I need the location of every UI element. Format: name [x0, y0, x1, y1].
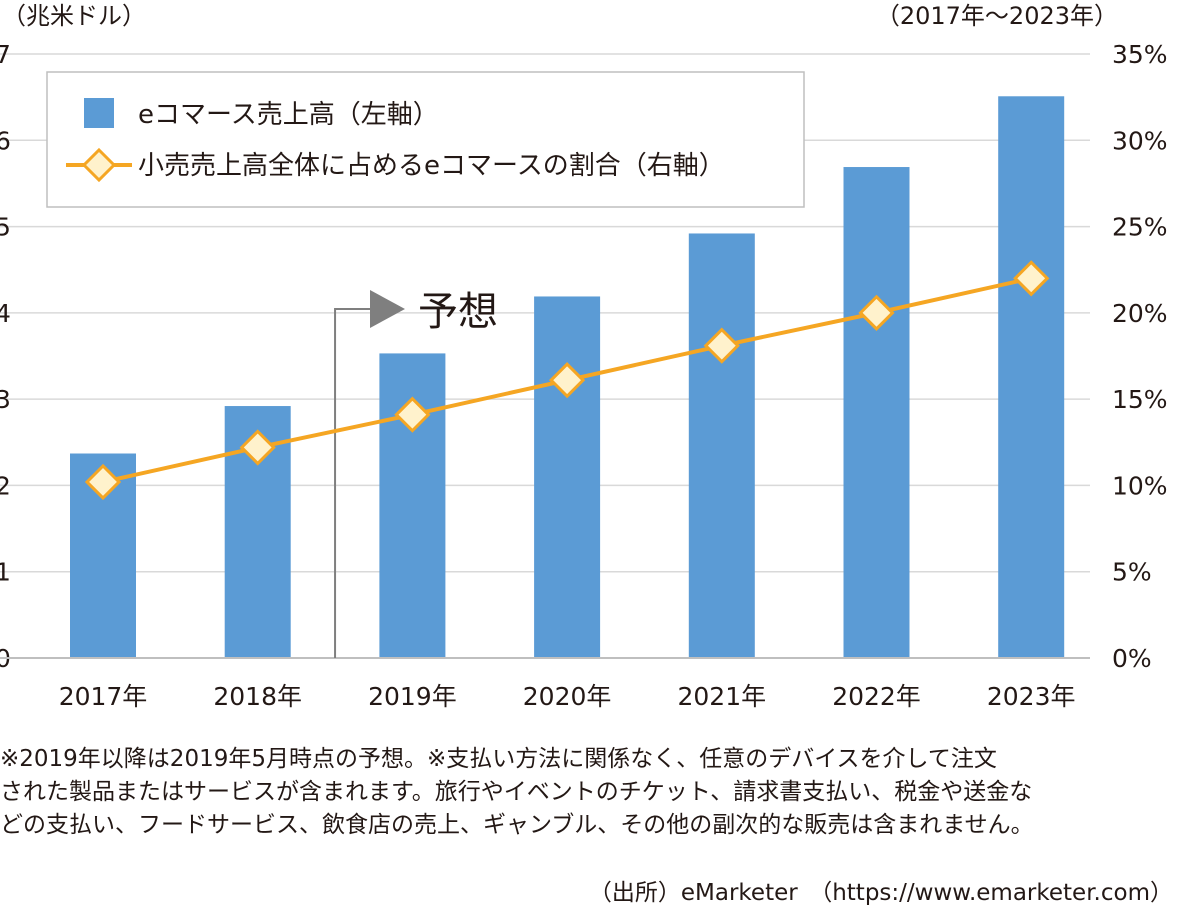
legend-line-label: 小売売上高全体に占めるeコマースの割合（右軸）	[138, 151, 725, 181]
left-tick-label: 5	[0, 213, 11, 242]
left-tick-label: 6	[0, 126, 11, 155]
forecast-divider	[334, 308, 378, 658]
right-tick-label: 25%	[1112, 213, 1168, 242]
right-tick-label: 20%	[1112, 299, 1168, 328]
right-tick-label: 0%	[1112, 644, 1152, 673]
source-note: （出所）eMarketer （https://www.emarketer.com…	[588, 880, 1173, 906]
bar-2023年	[998, 96, 1065, 658]
category-label: 2017年	[59, 682, 148, 711]
left-tick-label: 3	[0, 385, 11, 414]
category-label: 2020年	[523, 682, 612, 711]
category-label: 2019年	[368, 682, 457, 711]
bar-2021年	[688, 233, 755, 658]
category-label: 2018年	[213, 682, 302, 711]
category-label: 2021年	[677, 682, 766, 711]
footnote-line-3: どの支払い、フードサービス、飲食店の売上、ギャンブル、その他の副次的な販売は含ま…	[0, 812, 1034, 838]
legend-bar-label: eコマース売上高（左軸）	[138, 100, 439, 130]
legend-bar-swatch	[84, 98, 114, 128]
right-tick-label: 10%	[1112, 471, 1168, 500]
share-point-2019年	[394, 396, 431, 433]
share-point-2017年	[84, 463, 122, 501]
legend-diamond-icon	[81, 147, 117, 183]
right-tick-label: 30%	[1112, 126, 1168, 155]
share-point-2023年	[1013, 260, 1050, 297]
share-point-2022年	[858, 294, 895, 331]
share-point-2018年	[239, 429, 276, 466]
left-tick-label: 7	[0, 40, 11, 69]
bar-2022年	[843, 167, 910, 658]
right-tick-label: 35%	[1112, 40, 1168, 69]
forecast-label: 予想	[418, 289, 498, 335]
forecast-arrow-icon	[370, 290, 405, 328]
right-tick-label: 15%	[1112, 385, 1168, 414]
share-point-2020年	[548, 362, 586, 399]
left-tick-label: 1	[0, 558, 11, 587]
bar-2020年	[534, 296, 601, 658]
footnote-line-2: された製品またはサービスが含まれます。旅行やイベントのチケット、請求書支払い、税…	[0, 779, 1033, 805]
left-axis-unit: （兆米ドル）	[2, 2, 146, 30]
left-tick-label: 2	[0, 471, 11, 500]
category-label: 2022年	[832, 682, 921, 711]
legend-box	[46, 71, 805, 208]
category-label: 2023年	[987, 682, 1076, 711]
left-tick-label: 4	[0, 299, 11, 328]
right-tick-label: 5%	[1112, 558, 1152, 587]
share-point-2021年	[703, 327, 740, 364]
footnote-line-1: ※2019年以降は2019年5月時点の予想。※支払い方法に関係なく、任意のデバイ…	[0, 746, 997, 772]
right-axis-unit: （2017年〜2023年）	[876, 2, 1118, 30]
